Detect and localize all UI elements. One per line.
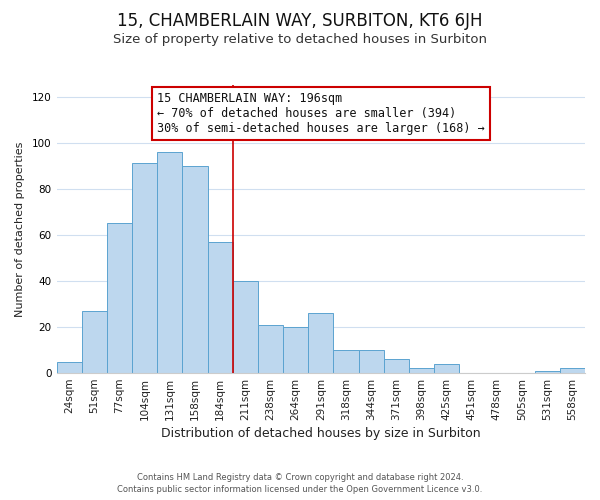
Bar xyxy=(132,164,157,373)
Bar xyxy=(334,350,359,373)
Bar xyxy=(560,368,585,373)
Text: 15, CHAMBERLAIN WAY, SURBITON, KT6 6JH: 15, CHAMBERLAIN WAY, SURBITON, KT6 6JH xyxy=(117,12,483,30)
Text: Size of property relative to detached houses in Surbiton: Size of property relative to detached ho… xyxy=(113,32,487,46)
Bar xyxy=(434,364,459,373)
Text: Contains public sector information licensed under the Open Government Licence v3: Contains public sector information licen… xyxy=(118,485,482,494)
Bar xyxy=(383,359,409,373)
Bar xyxy=(283,327,308,373)
Bar xyxy=(157,152,182,373)
Bar xyxy=(258,324,283,373)
Text: 15 CHAMBERLAIN WAY: 196sqm
← 70% of detached houses are smaller (394)
30% of sem: 15 CHAMBERLAIN WAY: 196sqm ← 70% of deta… xyxy=(157,92,485,135)
Bar xyxy=(82,311,107,373)
Bar xyxy=(182,166,208,373)
Bar xyxy=(359,350,383,373)
Bar xyxy=(107,224,132,373)
Bar xyxy=(233,281,258,373)
Bar xyxy=(308,313,334,373)
Y-axis label: Number of detached properties: Number of detached properties xyxy=(15,142,25,316)
Bar xyxy=(56,362,82,373)
Bar xyxy=(208,242,233,373)
Bar xyxy=(535,371,560,373)
Bar xyxy=(409,368,434,373)
Text: Contains HM Land Registry data © Crown copyright and database right 2024.: Contains HM Land Registry data © Crown c… xyxy=(137,472,463,482)
X-axis label: Distribution of detached houses by size in Surbiton: Distribution of detached houses by size … xyxy=(161,427,481,440)
